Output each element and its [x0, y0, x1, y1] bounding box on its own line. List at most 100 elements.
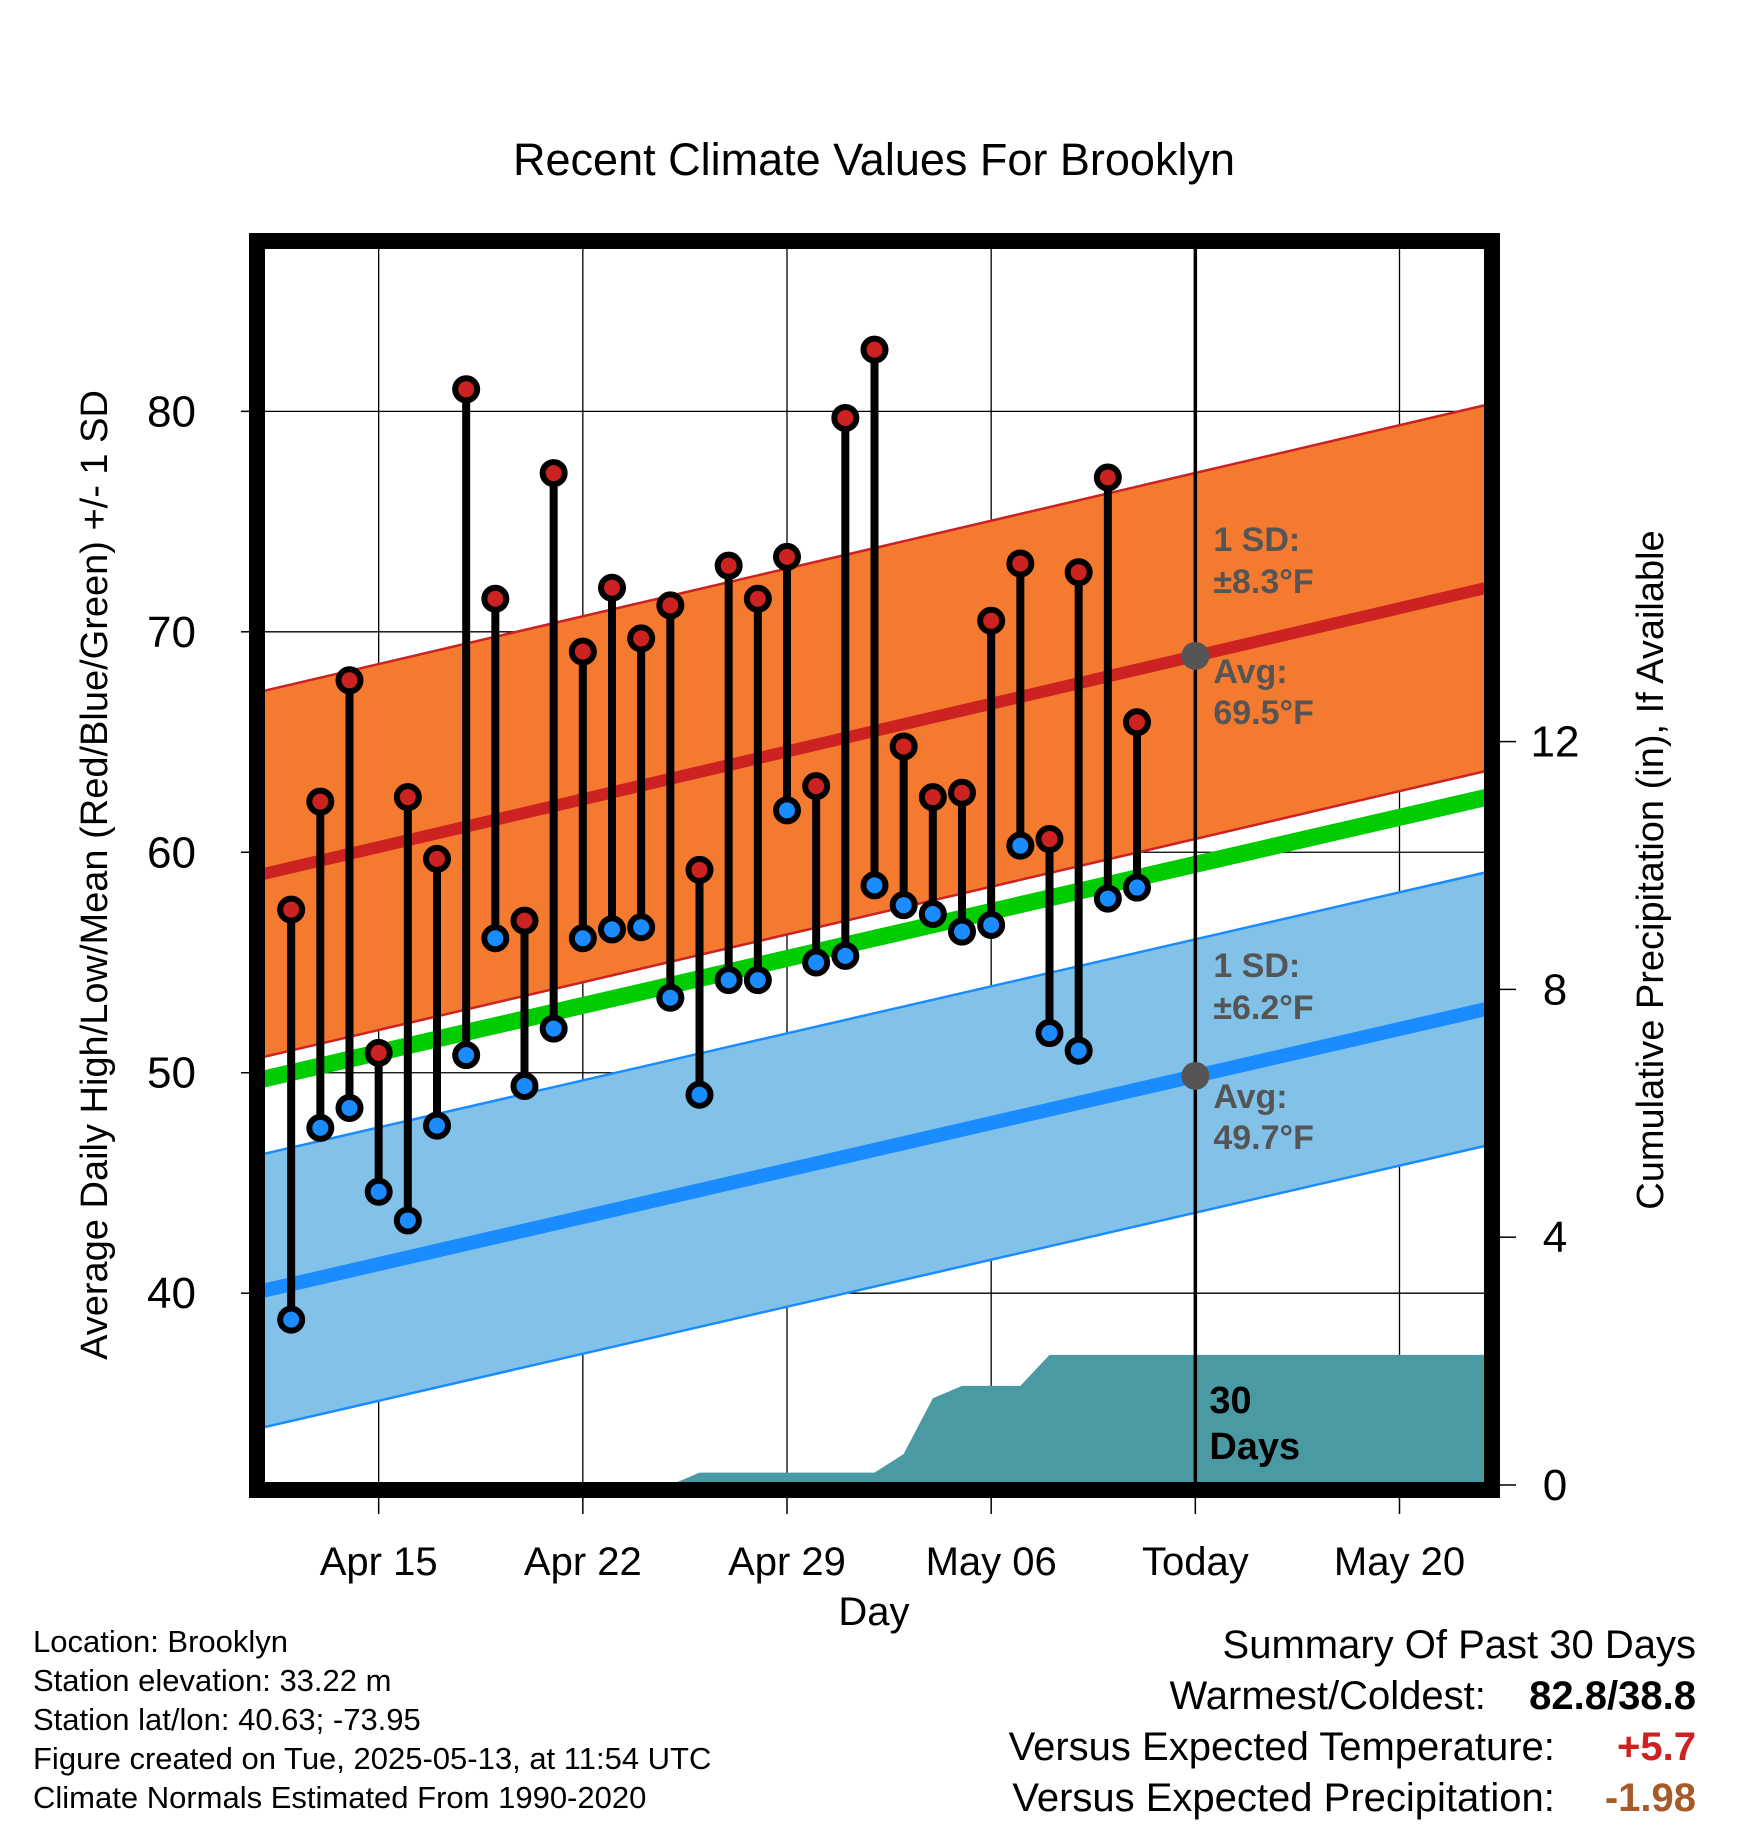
summary-panel: Summary Of Past 30 Days Warmest/Coldest:… — [1009, 1620, 1696, 1824]
info-normals: Climate Normals Estimated From 1990-2020 — [33, 1780, 647, 1815]
high-point — [598, 573, 626, 602]
low-point — [860, 871, 889, 900]
info-elevation: Station elevation: 33.22 m — [33, 1663, 392, 1698]
y2-tick-label: 12 — [1531, 718, 1580, 767]
low-point — [627, 913, 656, 942]
high-point — [918, 783, 947, 812]
high-point — [539, 459, 568, 488]
high-point — [977, 606, 1006, 635]
high-sd-title: 1 SD: — [1213, 521, 1300, 559]
summary-title: Summary Of Past 30 Days — [1222, 1623, 1696, 1667]
low-point — [423, 1111, 451, 1140]
low-point — [773, 796, 801, 825]
low-point — [743, 966, 772, 995]
low-point — [1123, 873, 1151, 902]
high-point — [831, 403, 860, 432]
warm-cold-value: 82.8/38.8 — [1529, 1674, 1696, 1718]
low-point — [598, 915, 626, 944]
y2-tick-label: 4 — [1543, 1213, 1567, 1262]
summary-temp: Versus Expected Temperature: +5.7 — [1009, 1722, 1696, 1773]
low-point — [714, 966, 743, 995]
x-tick-label: Today — [1142, 1540, 1249, 1584]
x-axis-label: Day — [838, 1590, 909, 1634]
low-sd-value: ±6.2°F — [1213, 989, 1313, 1027]
plot-frame — [249, 233, 1500, 1498]
high-point — [277, 895, 306, 924]
low-point — [1035, 1019, 1064, 1048]
high-point — [481, 584, 510, 613]
x-tick-label: May 20 — [1334, 1540, 1465, 1584]
precip-days-sublabel: Days — [1209, 1426, 1300, 1468]
high-avg-value: 69.5°F — [1213, 694, 1314, 732]
low-point — [306, 1113, 335, 1142]
low-point — [977, 911, 1006, 940]
low-point — [364, 1177, 393, 1206]
low-point — [1064, 1036, 1093, 1065]
info-latlon: Station lat/lon: 40.63; -73.95 — [33, 1702, 421, 1737]
low-point — [831, 941, 860, 970]
y2-axis-label: Cumulative Precipitation (in), If Availa… — [1630, 530, 1672, 1209]
high-point — [568, 637, 597, 666]
high-point — [860, 335, 889, 364]
high-point — [364, 1038, 393, 1067]
precip-days-label: 30 — [1209, 1380, 1251, 1422]
low-normal-line — [260, 1001, 1489, 1298]
high-point — [773, 542, 801, 571]
y2-tick-label: 8 — [1543, 965, 1567, 1014]
high-point — [1064, 558, 1093, 587]
high-point — [423, 844, 451, 873]
temp-value: +5.7 — [1617, 1725, 1696, 1769]
low-sd-title: 1 SD: — [1213, 947, 1300, 985]
low-point — [685, 1080, 714, 1109]
low-point — [918, 900, 947, 929]
low-point — [452, 1041, 481, 1070]
high-point — [1093, 463, 1122, 492]
high-point — [1035, 825, 1064, 854]
high-point — [714, 551, 743, 580]
y-tick-label: 70 — [147, 608, 196, 657]
high-point — [452, 375, 481, 404]
station-info: Location: Brooklyn Station elevation: 33… — [33, 1622, 711, 1817]
today-low-normal-marker — [1181, 1061, 1210, 1090]
today-high-normal-marker — [1181, 641, 1210, 670]
x-tick-label: Apr 15 — [320, 1540, 438, 1584]
low-point — [802, 948, 831, 977]
low-avg-title: Avg: — [1213, 1078, 1287, 1116]
low-point — [335, 1094, 364, 1123]
y-tick-label: 60 — [147, 828, 196, 877]
precip-area — [262, 1354, 1487, 1485]
low-point — [1006, 831, 1035, 860]
precip-value: -1.98 — [1604, 1776, 1696, 1820]
high-point — [306, 787, 335, 816]
y-tick-label: 40 — [147, 1269, 196, 1318]
high-sd-value: ±8.3°F — [1213, 563, 1313, 601]
x-tick-label: Apr 29 — [728, 1540, 846, 1584]
y2-tick-label: 0 — [1543, 1461, 1567, 1510]
y-axis-label: Average Daily High/Low/Mean (Red/Blue/Gr… — [74, 390, 116, 1360]
x-tick-label: May 06 — [926, 1540, 1057, 1584]
low-point — [393, 1206, 422, 1235]
low-point — [277, 1305, 306, 1334]
low-point — [481, 924, 510, 953]
high-point — [656, 591, 685, 620]
high-point — [627, 624, 656, 653]
low-point — [656, 983, 685, 1012]
high-point — [685, 855, 714, 884]
high-point — [1006, 549, 1035, 578]
high-point — [1123, 708, 1151, 737]
summary-precip: Versus Expected Precipitation: -1.98 — [1009, 1773, 1696, 1824]
chart-title: Recent Climate Values For Brooklyn — [513, 134, 1235, 185]
x-tick-label: Apr 22 — [524, 1540, 642, 1584]
high-point — [335, 666, 364, 695]
y-tick-label: 50 — [147, 1049, 196, 1098]
low-point — [948, 917, 976, 946]
low-point — [889, 891, 918, 920]
high-point — [743, 584, 772, 613]
low-point — [539, 1014, 568, 1043]
high-point — [510, 906, 539, 935]
low-avg-value: 49.7°F — [1213, 1119, 1314, 1157]
info-location: Location: Brooklyn — [33, 1624, 289, 1659]
high-point — [889, 732, 918, 761]
low-point — [510, 1071, 539, 1100]
